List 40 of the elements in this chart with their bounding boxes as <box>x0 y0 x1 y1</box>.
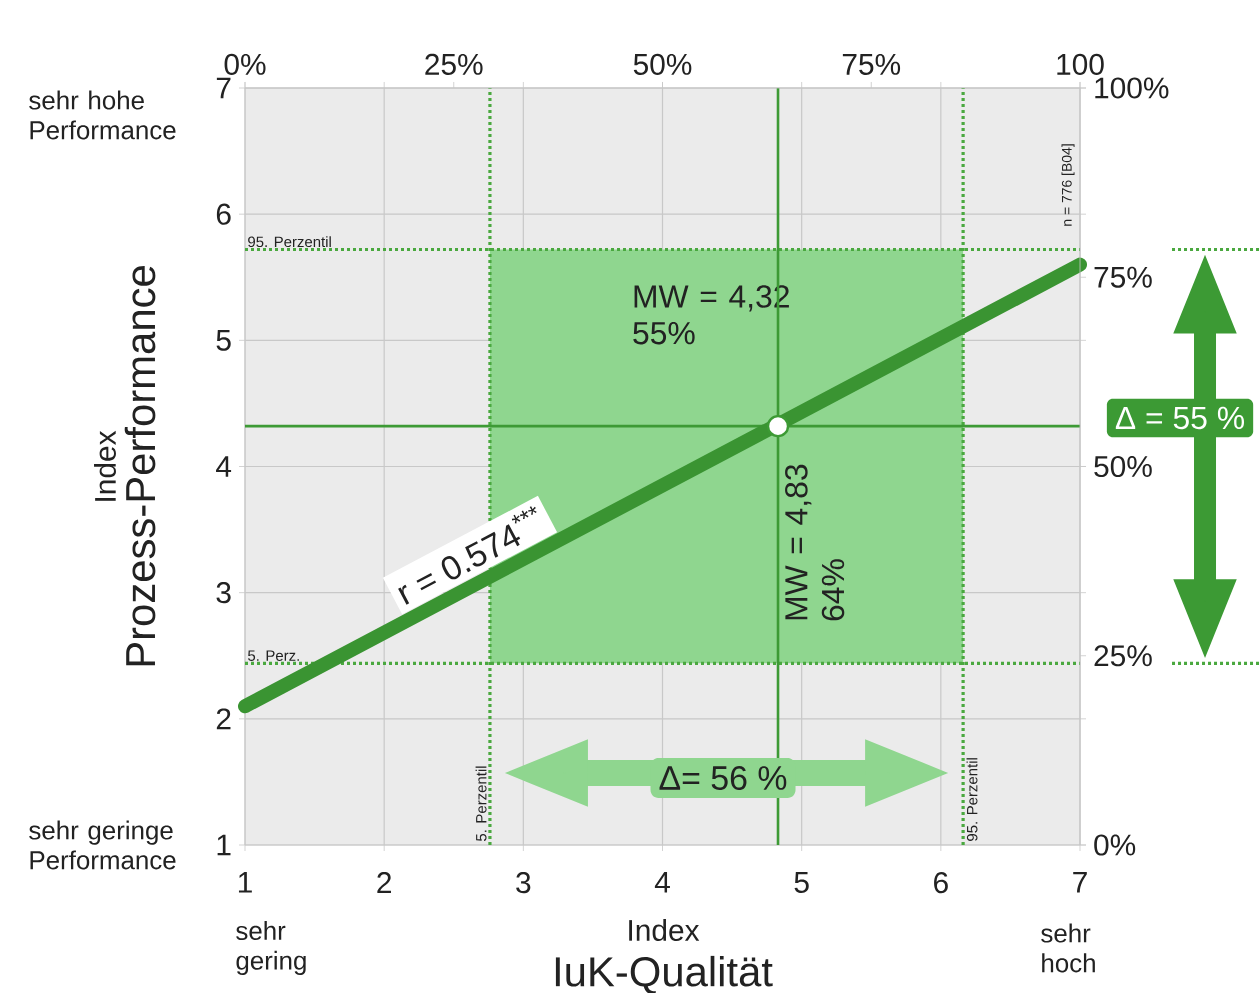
y2-tick-label: 0% <box>1094 834 1136 856</box>
x-tick-label: 6 <box>934 872 948 894</box>
x2-tick-label: 50% <box>633 53 692 75</box>
x2-tick-label: 0% <box>224 53 266 75</box>
x2-tick-label: 100 <box>1057 53 1104 75</box>
y2-tick-label: 75% <box>1094 266 1152 288</box>
y-tick-label: 4 <box>216 456 232 477</box>
y2-tick-label: 25% <box>1094 645 1152 667</box>
x-tick-label: 5 <box>794 872 809 893</box>
y-tick-label: 6 <box>216 203 231 225</box>
ref-line-label: 5. Perzentil <box>475 766 487 842</box>
y2-tick-label: 50% <box>1094 455 1152 478</box>
annotation: Δ= 56 % <box>659 766 787 790</box>
ref-line-label: 5. Perz. <box>247 650 299 661</box>
text: sehr hohe Performance <box>29 90 176 140</box>
y2-tick-label: 100% <box>1095 77 1169 99</box>
y-tick-label: 3 <box>216 582 231 604</box>
y-tick-label: 1 <box>217 834 231 856</box>
ref-line-label: MW = 4,83 64% <box>785 464 845 621</box>
x2-tick-label: 25% <box>425 53 483 75</box>
y-tick-label: 7 <box>216 77 231 99</box>
text: sehr gering <box>236 921 306 975</box>
x2-tick-label: 75% <box>842 53 901 75</box>
annotation: r = 0.574$^{***}$ <box>398 506 537 605</box>
x-tick-label: 7 <box>1073 872 1087 893</box>
x-tick-label: 3 <box>516 872 531 894</box>
y-axis-title: Prozess-Performance <box>124 266 156 666</box>
ref-line-label: 95. Perzentil <box>248 236 331 248</box>
y-tick-label: 2 <box>216 708 231 730</box>
text: sehr hoch <box>1041 923 1095 973</box>
x-tick-label: 4 <box>654 872 670 893</box>
text: Index <box>94 430 116 501</box>
text: Index <box>629 919 700 941</box>
y-tick-label: 5 <box>216 329 231 351</box>
text: sehr geringe Performance <box>29 820 176 870</box>
x-tick-label: 1 <box>238 872 252 893</box>
x-tick-label: 2 <box>377 872 391 893</box>
text: Δ = 55 % <box>1115 406 1245 430</box>
ref-line-label: 95. Perzentil <box>966 758 978 841</box>
annotation: n = 776 [B04] <box>1061 144 1075 226</box>
